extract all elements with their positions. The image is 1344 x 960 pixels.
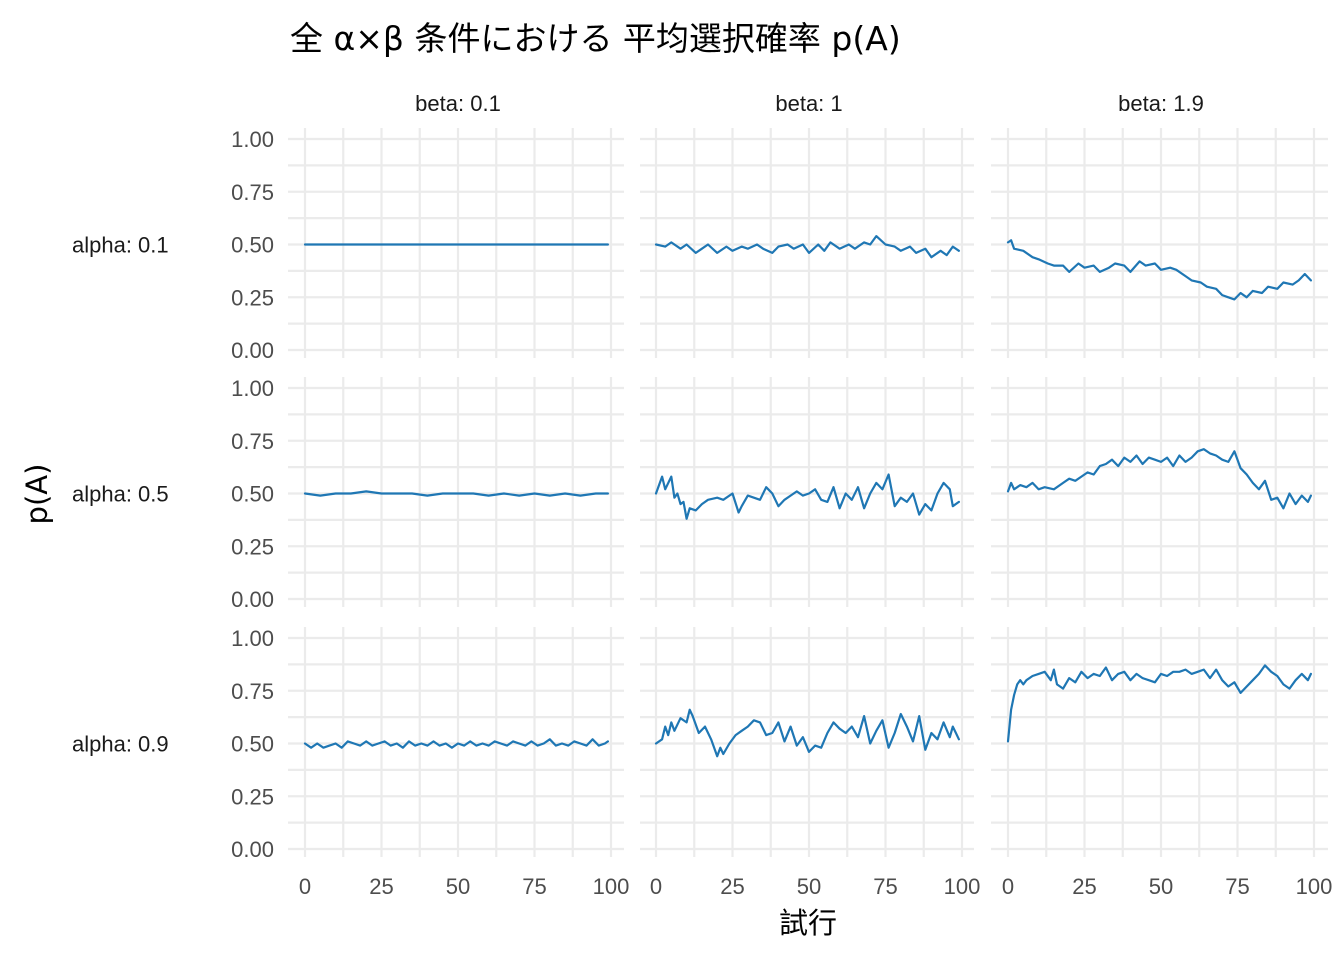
x-tick-label: 75 <box>1225 874 1249 899</box>
x-tick-label: 0 <box>650 874 662 899</box>
y-tick-label: 1.00 <box>231 626 274 651</box>
y-tick-label: 0.00 <box>231 837 274 862</box>
x-tick-label: 50 <box>797 874 821 899</box>
x-tick-label: 100 <box>944 874 981 899</box>
y-tick-label: 0.75 <box>231 679 274 704</box>
panel-grid-r1-c0 <box>288 377 624 607</box>
x-tick-label: 0 <box>299 874 311 899</box>
strip-label-col-1: beta: 1 <box>775 91 842 116</box>
y-tick-label: 0.75 <box>231 180 274 205</box>
series-line-r2-c2 <box>1006 664 1313 743</box>
x-tick-label: 25 <box>1072 874 1096 899</box>
y-tick-label: 1.00 <box>231 127 274 152</box>
y-tick-label: 1.00 <box>231 376 274 401</box>
x-tick-label: 50 <box>446 874 470 899</box>
chart-title: 全 α×β 条件における 平均選択確率 p(A) <box>290 19 901 58</box>
y-tick-label: 0.00 <box>231 338 274 363</box>
series-layer <box>303 235 1313 758</box>
x-tick-label: 25 <box>369 874 393 899</box>
series-line-r1-c0 <box>303 490 610 497</box>
x-tick-label: 100 <box>593 874 630 899</box>
panel-grid-r1-c1 <box>640 377 974 607</box>
y-tick-label: 0.50 <box>231 233 274 258</box>
row-label-1: alpha: 0.5 <box>72 482 169 507</box>
series-line-r1-c2 <box>1006 448 1313 510</box>
grid-layer <box>288 128 1328 857</box>
panel-grid-r2-c2 <box>991 627 1328 857</box>
x-tick-label: 75 <box>522 874 546 899</box>
x-tick-label: 0 <box>1002 874 1014 899</box>
series-line-r2-c0 <box>303 738 610 749</box>
panel-grid-r2-c1 <box>640 627 974 857</box>
x-tick-label: 25 <box>720 874 744 899</box>
panel-grid-r0-c1 <box>640 128 974 358</box>
y-axis-title: p(A) <box>20 464 54 525</box>
series-line-r0-c2 <box>1006 239 1313 301</box>
series-line-r1-c1 <box>654 473 961 520</box>
panel-grid-r1-c2 <box>991 377 1328 607</box>
y-tick-label: 0.25 <box>231 784 274 809</box>
y-tick-label: 0.50 <box>231 732 274 757</box>
y-tick-label: 0.25 <box>231 285 274 310</box>
x-tick-label: 100 <box>1296 874 1333 899</box>
y-tick-label: 0.00 <box>231 587 274 612</box>
strip-label-col-0: beta: 0.1 <box>415 91 501 116</box>
series-line-r0-c1 <box>654 235 961 259</box>
y-tick-label: 0.75 <box>231 429 274 454</box>
row-label-0: alpha: 0.1 <box>72 233 169 258</box>
strip-label-col-2: beta: 1.9 <box>1118 91 1204 116</box>
y-tick-label: 0.25 <box>231 534 274 559</box>
panel-grid-r0-c0 <box>288 128 624 358</box>
y-tick-label: 0.50 <box>231 482 274 507</box>
row-label-2: alpha: 0.9 <box>72 732 169 757</box>
label-layer: beta: 0.1 beta: 1 beta: 1.9 alpha: 0.1 0.00 0… <box>72 91 1332 899</box>
x-tick-label: 75 <box>873 874 897 899</box>
x-axis-title: 試行 <box>779 906 837 940</box>
series-line-r2-c1 <box>654 708 961 758</box>
panel-grid-r0-c2 <box>991 128 1328 358</box>
panel-grid-r2-c0 <box>288 627 624 857</box>
x-tick-label: 50 <box>1149 874 1173 899</box>
